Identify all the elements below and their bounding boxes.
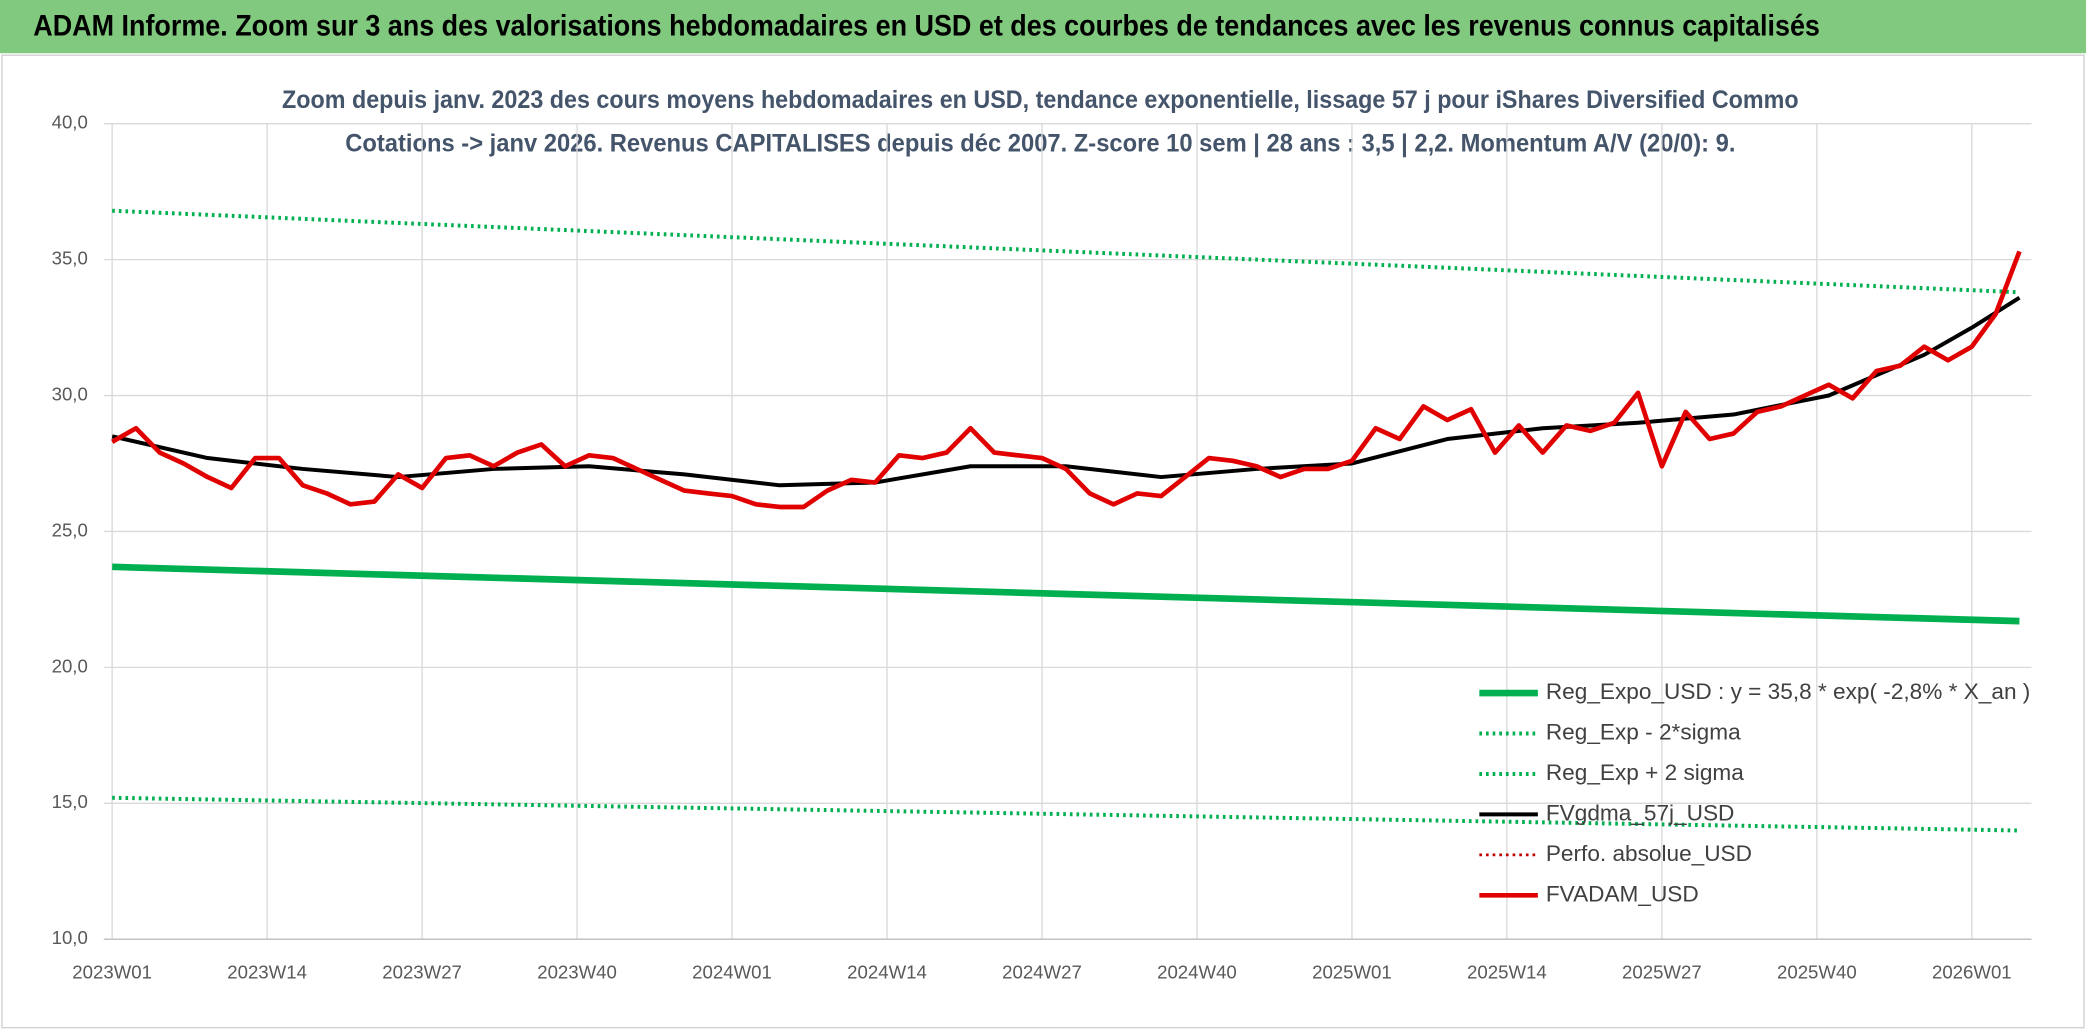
y-tick-label: 15,0: [52, 791, 88, 812]
y-tick-label: 40,0: [52, 112, 88, 133]
x-tick-label: 2024W27: [1002, 962, 1082, 983]
y-tick-label: 10,0: [52, 927, 88, 948]
series-line: [111, 250, 2022, 510]
x-tick-label: 2023W40: [537, 962, 617, 983]
x-tick-label: 2025W27: [1622, 962, 1702, 983]
y-tick-label: 25,0: [52, 519, 88, 540]
x-tick-label: 2025W14: [1467, 962, 1547, 983]
header-band: [0, 0, 2086, 54]
x-tick-label: 2024W01: [692, 962, 772, 983]
legend-label: Reg_Exp + 2 sigma: [1546, 760, 1744, 785]
x-tick-label: 2024W40: [1157, 962, 1237, 983]
chart-title: Zoom depuis janv. 2023 des cours moyens …: [282, 86, 1799, 114]
legend-label: Reg_Expo_USD : y = 35,8 * exp( -2,8% * X…: [1546, 679, 2030, 704]
legend-label: Reg_Exp - 2*sigma: [1546, 720, 1741, 745]
y-tick-label: 30,0: [52, 383, 88, 404]
x-tick-label: 2023W14: [227, 962, 307, 983]
x-tick-label: 2023W27: [382, 962, 462, 983]
x-tick-label: 2024W14: [847, 962, 927, 983]
chart-border: [1, 54, 2085, 1029]
y-tick-label: 35,0: [52, 248, 88, 269]
legend-label: Perfo. absolue_USD: [1546, 841, 1752, 866]
legend-label: FVADAM_USD: [1546, 881, 1699, 906]
x-tick-label: 2023W01: [72, 962, 152, 983]
header-title: ADAM Informe. Zoom sur 3 ans des valoris…: [33, 11, 1820, 43]
legend-label: FVgdma_57j_USD: [1546, 800, 1735, 825]
x-tick-label: 2025W01: [1312, 962, 1392, 983]
x-tick-label: 2026W01: [1932, 962, 2012, 983]
y-tick-label: 20,0: [52, 655, 88, 676]
chart-subtitle: Cotations -> janv 2026. Revenus CAPITALI…: [345, 130, 1735, 158]
series-line: [112, 208, 2020, 295]
x-tick-label: 2025W40: [1777, 962, 1857, 983]
series-line: [112, 563, 2020, 625]
